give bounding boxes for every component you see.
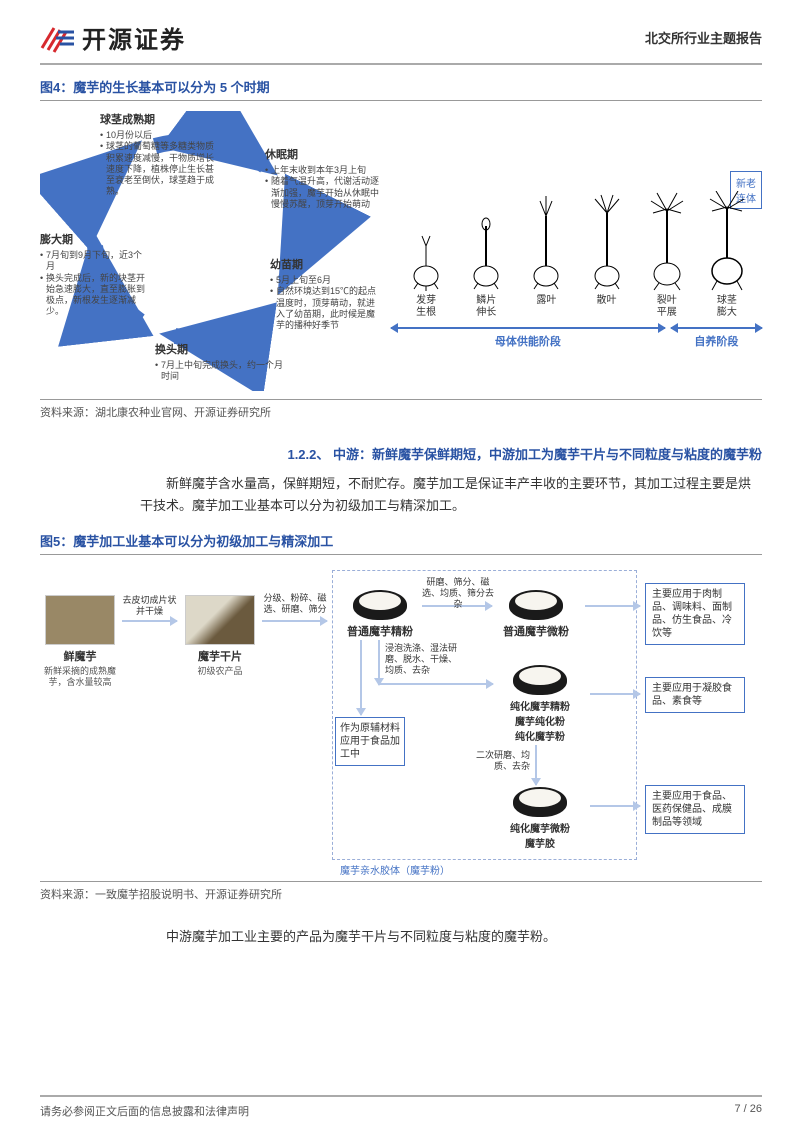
section-heading: 1.2.2、 中游：新鲜魔芋保鲜期短，中游加工为魔芋干片与不同粒度与粘度的魔芋粉	[40, 444, 762, 463]
arrow-2-text: 分级、粉碎、磁选、研磨、筛分	[260, 593, 330, 615]
purified-fine-powder: 纯化魔芋精粉 魔芋纯化粉 纯化魔芋粉	[495, 665, 585, 743]
plant-label-5: 裂叶平展	[657, 295, 677, 319]
fig5-title: 图5：魔芋加工业基本可以分为初级加工与精深加工	[40, 531, 762, 555]
bowl-icon	[513, 665, 567, 695]
arrow-app2	[590, 693, 640, 695]
arrow-1-text: 去皮切成片状并干燥	[122, 595, 177, 617]
company-name: 开源证券	[82, 20, 186, 55]
page-footer: 请务必参阅正文后面的信息披露和法律声明 7 / 26	[40, 1095, 762, 1119]
plant-label-3: 露叶	[536, 295, 556, 319]
page-number: 7 / 26	[734, 1103, 762, 1119]
arrow-rawmat-v	[360, 640, 362, 715]
fig4-source: 资料来源：湖北康农种业官网、开源证券研究所	[40, 399, 762, 420]
phase-2: 自养阶段	[671, 327, 762, 349]
tail-paragraph: 中游魔芋加工业主要的产品为魔芋干片与不同粒度与粘度的魔芋粉。	[40, 926, 762, 948]
plant-stage-2	[468, 191, 504, 291]
app-box-3: 主要应用于食品、医药保健品、成膜制品等领域	[645, 785, 745, 834]
arrow-1	[122, 620, 177, 622]
plant-label-6: 球茎膨大	[717, 295, 737, 319]
fresh-konjac: 鲜魔芋 新鲜采摘的成熟魔芋，含水量较高	[40, 595, 120, 688]
arrow-app3	[590, 805, 640, 807]
page-header: 开源证券 北交所行业主题报告	[40, 20, 762, 65]
dried-chips: 魔芋干片 初级农产品	[180, 595, 260, 677]
plant-stage-6	[709, 191, 745, 291]
group-label: 魔芋亲水胶体（魔芋粉）	[340, 862, 450, 877]
fig4-body: 球茎成熟期 10月份以后球茎的葡萄糖等多糖类物质积累速度减慢，干物质增长速度下降…	[40, 111, 762, 391]
arrow-4h	[378, 683, 493, 685]
app-box-2: 主要应用于凝胶食品、素食等	[645, 677, 745, 713]
fig5-source: 资料来源：一致魔芋招股说明书、开源证券研究所	[40, 881, 762, 902]
purified-micro-powder: 纯化魔芋微粉 魔芋胶	[495, 787, 585, 850]
plant-label-2: 鳞片伸长	[476, 295, 496, 319]
body-paragraph-1: 新鲜魔芋含水量高，保鲜期短，不耐贮存。魔芋加工是保证丰产丰收的主要环节，其加工过…	[40, 473, 762, 517]
arrow-4-text: 浸泡洗涤、湿法研磨、脱水、干燥、均质、去杂	[385, 643, 465, 675]
plant-label-4: 散叶	[597, 295, 617, 319]
plant-stage-5	[649, 191, 685, 291]
company-logo: 开源证券	[40, 20, 186, 55]
plant-stage-1	[408, 191, 444, 291]
plant-stage-3	[528, 191, 564, 291]
bowl-icon	[353, 590, 407, 620]
fresh-image-icon	[45, 595, 115, 645]
arrow-3-text: 研磨、筛分、磁选、均质、筛分去杂	[420, 577, 496, 609]
cycle-node-dormancy: 休眠期 上年末收到本年3月上旬随着气温升高，代谢活动逐渐加强，魔芋开始从休眠中慢…	[265, 146, 380, 210]
arrow-down-1	[378, 640, 380, 685]
regular-micro-powder: 普通魔芋微粉	[495, 590, 577, 639]
cycle-node-maturity: 球茎成熟期 10月份以后球茎的葡萄糖等多糖类物质积累速度减慢，干物质增长速度下降…	[100, 111, 220, 198]
bowl-icon	[513, 787, 567, 817]
app-box-1: 主要应用于肉制品、调味料、面制品、仿生食品、冷饮等	[645, 583, 745, 645]
bowl-icon	[509, 590, 563, 620]
regular-fine-powder: 普通魔芋精粉	[340, 590, 420, 639]
plant-stage-4	[589, 191, 625, 291]
rawmat-box: 作为原辅材料应用于食品加工中	[335, 717, 405, 766]
doc-type: 北交所行业主题报告	[645, 28, 762, 47]
growth-cycle-diagram: 球茎成熟期 10月份以后球茎的葡萄糖等多糖类物质积累速度减慢，干物质增长速度下降…	[40, 111, 380, 391]
arrow-app1	[585, 605, 640, 607]
arrow-2	[262, 620, 327, 622]
logo-icon	[40, 22, 76, 54]
arrow-5	[535, 745, 537, 785]
chips-image-icon	[185, 595, 255, 645]
arrow-5-text: 二次研磨、均质、去杂	[470, 750, 530, 772]
fig5-body: 鲜魔芋 新鲜采摘的成熟魔芋，含水量较高 去皮切成片状并干燥 魔芋干片 初级农产品…	[40, 565, 762, 875]
fig4-title: 图4：魔芋的生长基本可以分为 5 个时期	[40, 77, 762, 101]
footer-disclaimer: 请务必参阅正文后面的信息披露和法律声明	[40, 1103, 249, 1119]
cycle-node-headchange: 换头期 7月上中旬完成换头，约一个月时间	[155, 341, 285, 383]
cycle-node-seedling: 幼苗期 5月上旬至6月自然环境达到15℃的起点温度时，顶芽萌动，就进入了幼苗期，…	[270, 256, 380, 331]
phase-1: 母体供能阶段	[391, 327, 665, 349]
cycle-node-expansion: 膨大期 7月旬到9月下旬，近3个月换头完成后，新的块茎开始急速膨大，直至膨胀到极…	[40, 231, 145, 318]
plant-stages-diagram: 新老 连体 发芽生根 鳞片伸长 露叶 散叶 裂叶平展 球茎膨大 母体供能阶段 自…	[390, 111, 762, 391]
plant-label-1: 发芽生根	[416, 295, 436, 319]
phase-bar: 母体供能阶段 自养阶段	[391, 327, 762, 349]
